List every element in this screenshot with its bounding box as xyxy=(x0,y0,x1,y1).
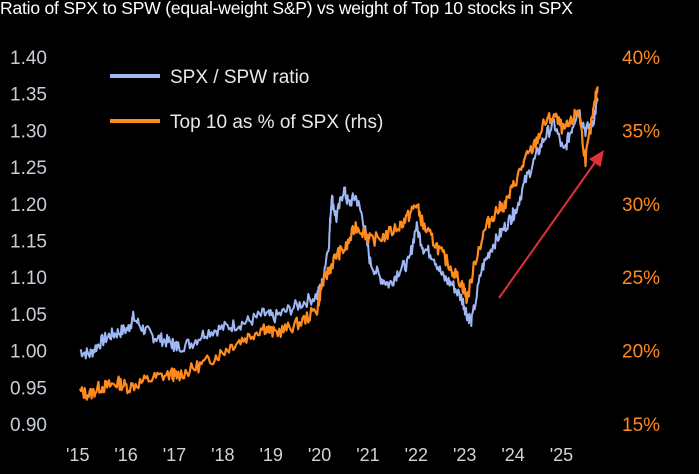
left-axis: 1.40 1.35 1.30 1.25 1.20 1.15 1.10 1.05 1.00 0.95… xyxy=(10,48,47,436)
x-tick-label: '24 xyxy=(501,445,524,465)
left-tick-label: 1.05 xyxy=(10,305,47,326)
legend: SPX / SPW ratio Top 10 as % of SPX (rhs) xyxy=(110,67,383,133)
right-tick-label: 15% xyxy=(622,415,660,436)
legend-label-top10: Top 10 as % of SPX (rhs) xyxy=(170,112,383,133)
left-tick-label: 1.10 xyxy=(10,268,47,289)
x-tick-label: '21 xyxy=(356,445,379,465)
right-axis: 40% 35% 30% 25% 20% 15% xyxy=(622,48,660,436)
left-tick-label: 0.95 xyxy=(10,378,47,399)
left-tick-label: 1.15 xyxy=(10,232,47,253)
right-tick-label: 40% xyxy=(622,48,660,69)
x-tick-label: '17 xyxy=(163,445,186,465)
right-tick-label: 25% xyxy=(622,268,660,289)
trend-arrow xyxy=(498,150,604,299)
right-tick-label: 30% xyxy=(622,195,660,216)
trend-arrow-head xyxy=(589,150,604,168)
left-tick-label: 1.00 xyxy=(10,342,47,363)
left-tick-label: 1.35 xyxy=(10,85,47,106)
left-tick-label: 1.20 xyxy=(10,195,47,216)
series-line-top10-weight xyxy=(78,86,599,401)
x-tick-label: '20 xyxy=(308,445,331,465)
x-tick-label: '23 xyxy=(453,445,476,465)
x-tick-label: '22 xyxy=(405,445,428,465)
x-axis: '15 '16 '17 '18 '19 '20 '21 '22 '23 '24 '25 xyxy=(66,445,573,465)
x-tick-label: '16 xyxy=(114,445,137,465)
legend-label-ratio: SPX / SPW ratio xyxy=(170,67,309,88)
x-tick-label: '19 xyxy=(259,445,282,465)
left-tick-label: 0.90 xyxy=(10,415,47,436)
x-tick-label: '25 xyxy=(550,445,573,465)
chart-title: Ratio of SPX to SPW (equal-weight S&P) v… xyxy=(0,0,573,18)
right-tick-label: 20% xyxy=(622,342,660,363)
trend-arrow-line xyxy=(498,160,597,299)
left-tick-label: 1.30 xyxy=(10,121,47,142)
x-tick-label: '18 xyxy=(211,445,234,465)
left-tick-label: 1.40 xyxy=(10,48,47,69)
right-tick-label: 35% xyxy=(622,121,660,142)
series-line-spx-spw-ratio xyxy=(79,97,599,360)
x-tick-label: '15 xyxy=(66,445,89,465)
left-tick-label: 1.25 xyxy=(10,158,47,179)
